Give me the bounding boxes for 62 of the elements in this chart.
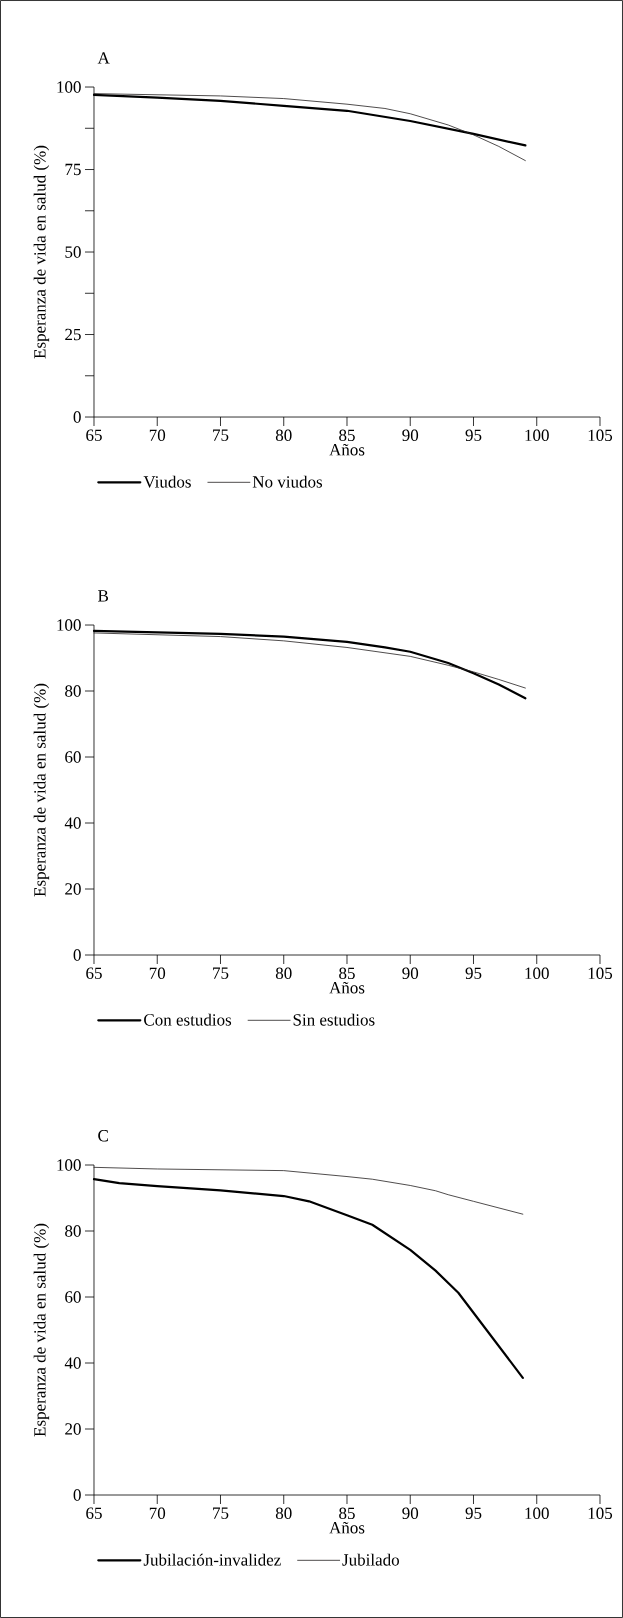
x-tick-label: 70 <box>149 1507 166 1520</box>
line-series <box>93 93 526 162</box>
y-tick-label: 100 <box>57 1159 81 1171</box>
x-tick-label: 105 <box>588 429 613 442</box>
x-tick-label: 100 <box>525 1507 549 1520</box>
chart-title: C <box>98 1130 108 1142</box>
x-tick-label: 80 <box>275 1507 292 1520</box>
x-tick-label: 90 <box>402 967 419 980</box>
chart-title: B <box>98 590 109 602</box>
x-tick-label: 75 <box>213 1507 229 1519</box>
y-axis-title: Esperanza de vida en salud (%) <box>33 1223 50 1437</box>
x-tick-label: 100 <box>525 967 549 980</box>
y-tick-label: 80 <box>65 685 81 697</box>
x-tick-label: 65 <box>86 429 102 441</box>
x-tick-label: 85 <box>339 1507 355 1520</box>
x-tick-label: 90 <box>402 429 419 442</box>
x-tick-label: 80 <box>275 429 292 442</box>
y-tick-label: 25 <box>65 328 81 341</box>
legend-label: No viudos <box>252 475 323 488</box>
y-axis-title: Esperanza de vida en salud (%) <box>33 145 50 359</box>
x-tick-label: 100 <box>525 429 549 442</box>
x-tick-label: 90 <box>402 1507 419 1520</box>
y-tick-label: 0 <box>73 1489 81 1501</box>
x-tick-label: 70 <box>149 967 166 980</box>
line-series <box>93 632 526 689</box>
y-tick-label: 0 <box>73 949 81 961</box>
x-tick-label: 65 <box>86 1507 102 1519</box>
legend-label: Sin estudios <box>293 1013 375 1026</box>
y-tick-label: 100 <box>57 619 81 631</box>
y-tick-label: 20 <box>65 883 81 895</box>
x-tick-label: 95 <box>465 967 482 979</box>
y-tick-label: 75 <box>65 163 81 176</box>
x-tick-label: 80 <box>275 967 292 980</box>
y-tick-label: 40 <box>64 817 81 829</box>
line-series <box>93 1166 524 1215</box>
x-tick-label: 105 <box>588 1507 613 1520</box>
y-tick-label: 80 <box>65 1225 81 1237</box>
y-tick-label: 0 <box>73 411 81 423</box>
x-axis-title: Años <box>329 1521 365 1534</box>
legend-label: Jubilado <box>342 1553 400 1566</box>
x-tick-label: 70 <box>149 429 166 442</box>
x-tick-label: 95 <box>465 429 482 441</box>
y-axis-title: Esperanza de vida en salud (%) <box>33 683 50 897</box>
x-tick-label: 65 <box>86 967 102 979</box>
x-tick-label: 105 <box>588 967 613 980</box>
x-tick-label: 85 <box>339 429 355 442</box>
y-tick-label: 50 <box>65 246 81 258</box>
y-tick-label: 60 <box>65 751 81 763</box>
x-tick-label: 75 <box>213 967 229 979</box>
legend-label: Viudos <box>143 475 191 488</box>
y-tick-label: 100 <box>57 81 81 93</box>
legend-label: Con estudios <box>144 1013 232 1026</box>
x-tick-label: 75 <box>213 429 229 441</box>
x-tick-label: 85 <box>339 967 355 980</box>
y-tick-label: 40 <box>64 1357 81 1369</box>
legend-label: Jubilación-invalidez <box>143 1553 281 1566</box>
y-tick-label: 60 <box>65 1291 81 1303</box>
x-tick-label: 95 <box>465 1507 482 1519</box>
x-axis-title: Años <box>329 981 365 994</box>
x-axis-title: Años <box>329 443 365 456</box>
chart-title: A <box>97 52 110 64</box>
y-tick-label: 20 <box>65 1423 81 1435</box>
